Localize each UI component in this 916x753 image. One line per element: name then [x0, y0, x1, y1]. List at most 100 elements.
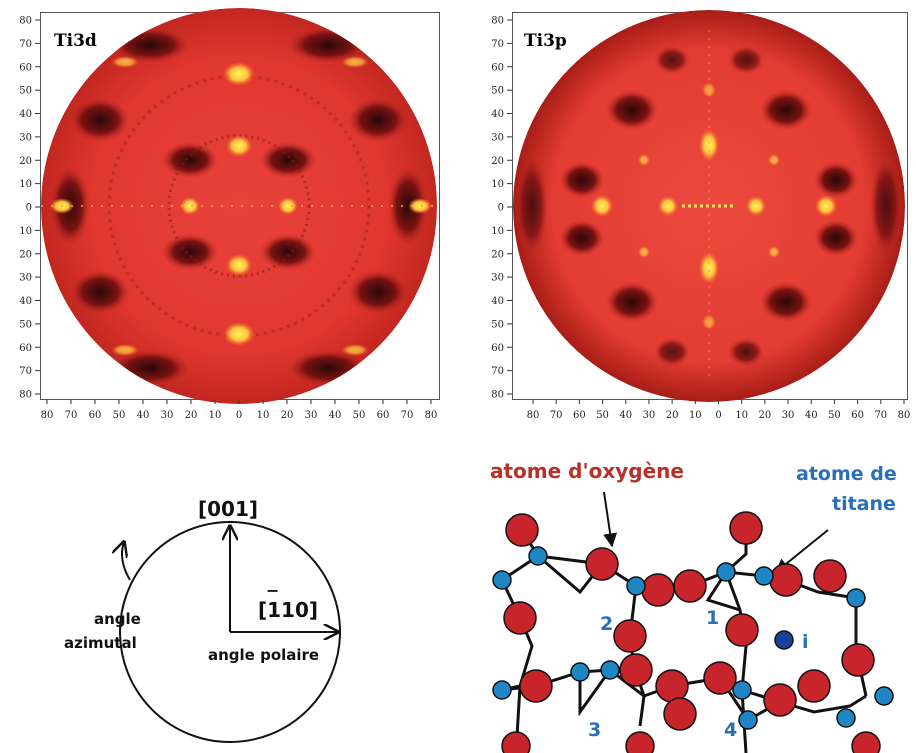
ti3d-x-axis: 80 70 60 50 40 30 20 10 0 10 20 30 40 50 60 70 80 — [41, 400, 438, 421]
oxygen-atom — [613, 619, 647, 653]
x-tick-label: 40 — [137, 410, 150, 421]
x-tick-label: 30 — [782, 410, 795, 421]
y-tick-label: 80 — [19, 390, 32, 401]
y-tick-label: 70 — [491, 39, 504, 50]
x-tick-label: 20 — [281, 410, 294, 421]
x-tick-label: 20 — [185, 410, 198, 421]
oxygen-atom — [655, 669, 689, 703]
x-tick-label: 30 — [305, 410, 318, 421]
titanium-label-line1: atome de — [796, 463, 897, 485]
x-tick-label: 80 — [425, 410, 438, 421]
x-tick-label: 50 — [353, 410, 366, 421]
y-tick-label: 30 — [491, 273, 504, 284]
ti3d-intensity-map — [41, 8, 437, 404]
x-tick-label: 60 — [377, 410, 390, 421]
oxygen-atom — [841, 643, 875, 677]
y-tick-label: 0 — [498, 203, 504, 214]
site-label-2: 2 — [600, 613, 613, 635]
x-tick-label: 40 — [329, 410, 342, 421]
x-tick-label: 80 — [41, 410, 54, 421]
axis-110-label: [110] — [258, 598, 318, 622]
axis-001-label: [001] — [198, 497, 258, 521]
x-tick-label: 40 — [805, 410, 818, 421]
y-tick-label: 20 — [19, 156, 32, 167]
y-tick-label: 40 — [19, 296, 32, 307]
ti3p-x-axis: 80 70 60 50 40 30 20 10 0 10 20 30 40 50 60 70 80 — [527, 400, 910, 421]
angle-circle — [119, 521, 341, 743]
y-tick-label: 10 — [19, 179, 32, 190]
y-tick-label: 70 — [19, 366, 32, 377]
titanium-atom — [732, 680, 752, 700]
x-tick-label: 10 — [735, 410, 748, 421]
crystal-diagram-svg: atome d'oxygène atome de titane — [490, 459, 897, 753]
interstitial-label: i — [802, 631, 809, 653]
x-tick-label: 30 — [161, 410, 174, 421]
y-tick-label: 80 — [491, 390, 504, 401]
y-tick-label: 40 — [491, 109, 504, 120]
azimuthal-arrow — [122, 542, 131, 581]
ti3d-pattern-panel: Ti3d 80 70 60 50 40 30 20 10 0 10 20 30 40 50 60 70 80 8… — [0, 0, 450, 430]
oxygen-atom — [729, 511, 763, 545]
y-tick-label: 70 — [491, 366, 504, 377]
oxygen-atom — [851, 731, 881, 753]
y-tick-label: 0 — [26, 203, 32, 214]
interstitial-site — [774, 630, 794, 650]
y-tick-label: 10 — [491, 179, 504, 190]
y-tick-label: 50 — [19, 319, 32, 330]
y-tick-label: 80 — [491, 16, 504, 27]
ti3d-title: Ti3d — [54, 31, 97, 51]
y-tick-label: 50 — [19, 86, 32, 97]
titanium-atom — [492, 680, 512, 700]
oxygen-atom — [797, 669, 831, 703]
azimuthal-label-line1: angle — [94, 610, 141, 628]
y-tick-label: 20 — [491, 249, 504, 260]
oxygen-atom — [673, 569, 707, 603]
x-tick-label: 70 — [401, 410, 414, 421]
titanium-atom — [836, 708, 856, 728]
oxygen-pointer — [603, 491, 618, 548]
x-tick-label: 60 — [851, 410, 864, 421]
titanium-atom — [528, 546, 548, 566]
titanium-atom — [716, 562, 736, 582]
titanium-atom — [570, 662, 590, 682]
titanium-atoms — [492, 546, 894, 730]
x-tick-label: 50 — [113, 410, 126, 421]
y-tick-label: 20 — [19, 249, 32, 260]
x-tick-label: 80 — [527, 410, 540, 421]
x-tick-label: 60 — [89, 410, 102, 421]
y-tick-label: 60 — [491, 343, 504, 354]
titanium-label-line2: titane — [832, 493, 896, 515]
titanium-atom — [738, 710, 758, 730]
oxygen-atom — [505, 513, 539, 547]
x-tick-label: 60 — [573, 410, 586, 421]
oxygen-atom — [725, 613, 759, 647]
y-tick-label: 80 — [19, 16, 32, 27]
oxygen-atom — [619, 653, 653, 687]
crystal-diagram: atome d'oxygène atome de titane — [480, 450, 916, 753]
oxygen-atom — [813, 559, 847, 593]
y-tick-label: 50 — [491, 319, 504, 330]
titanium-atom — [754, 566, 774, 586]
y-tick-label: 10 — [19, 226, 32, 237]
angle-diagram-svg: [001] [110] − angle azimutal angle polai… — [64, 497, 341, 743]
y-tick-label: 60 — [491, 62, 504, 73]
x-tick-label: 70 — [65, 410, 78, 421]
y-tick-label: 20 — [491, 156, 504, 167]
oxygen-atom — [503, 601, 537, 635]
oxygen-atom — [763, 683, 797, 717]
x-tick-label: 50 — [596, 410, 609, 421]
site-label-3: 3 — [588, 719, 601, 741]
oxygen-atom — [585, 547, 619, 581]
ti3p-pattern-panel: Ti3p 80 70 60 50 40 30 20 10 0 10 20 30 40 50 60 70 80 8… — [472, 0, 916, 430]
y-tick-label: 60 — [19, 62, 32, 73]
oxygen-atom — [769, 563, 803, 597]
x-tick-label: 50 — [828, 410, 841, 421]
oxygen-atom — [519, 669, 553, 703]
y-tick-label: 70 — [19, 39, 32, 50]
polar-label: angle polaire — [208, 646, 319, 664]
y-tick-label: 30 — [19, 132, 32, 143]
x-tick-label: 30 — [643, 410, 656, 421]
x-tick-label: 70 — [874, 410, 887, 421]
titanium-atom — [846, 588, 866, 608]
oxygen-atoms — [501, 511, 881, 753]
